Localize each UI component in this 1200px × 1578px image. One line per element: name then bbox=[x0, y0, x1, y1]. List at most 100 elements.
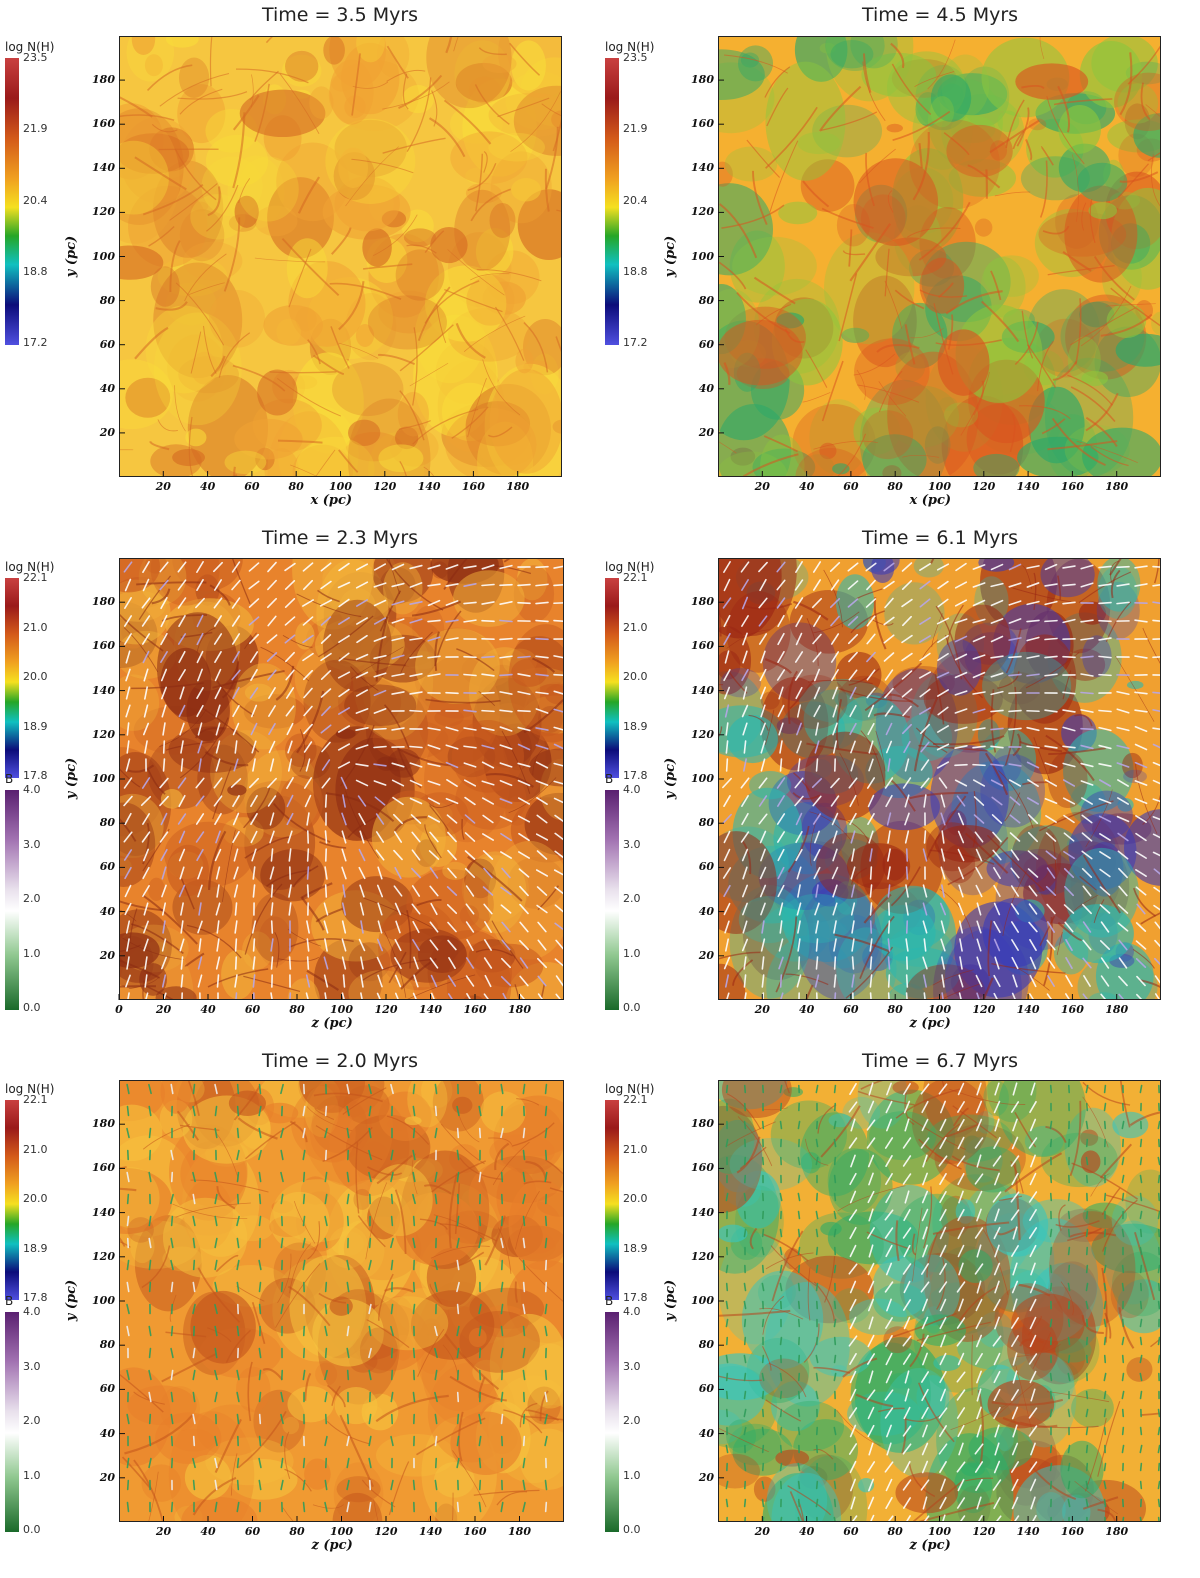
field-vector bbox=[1029, 1172, 1037, 1186]
field-vector bbox=[957, 1208, 965, 1222]
field-vector bbox=[192, 1105, 196, 1117]
x-tick-label: 20 bbox=[155, 1003, 172, 1016]
field-vector bbox=[1028, 1191, 1038, 1203]
field-vector bbox=[1011, 1406, 1019, 1420]
density-structure bbox=[263, 304, 323, 346]
field-vector bbox=[346, 1457, 350, 1469]
field-vector bbox=[445, 564, 459, 570]
field-vector bbox=[1011, 1136, 1019, 1150]
density-filament bbox=[1014, 1111, 1037, 1148]
field-vector bbox=[1067, 1192, 1071, 1202]
density-filament bbox=[1057, 85, 1070, 133]
field-vector bbox=[1157, 1228, 1160, 1238]
field-vector bbox=[427, 797, 441, 805]
density-structure bbox=[957, 1326, 1034, 1370]
field-vector bbox=[178, 650, 186, 664]
density-structure bbox=[737, 45, 774, 82]
colorbar-tick-label: 18.9 bbox=[623, 719, 648, 733]
field-vector bbox=[1103, 1390, 1107, 1400]
density-structure bbox=[243, 694, 306, 729]
density-filament bbox=[274, 931, 280, 968]
density-structure bbox=[426, 37, 512, 109]
density-filament bbox=[764, 658, 792, 674]
field-vector bbox=[975, 1100, 983, 1114]
field-vector bbox=[975, 884, 983, 898]
density-structure bbox=[120, 133, 190, 174]
field-vector bbox=[355, 763, 369, 767]
density-structure bbox=[828, 1148, 893, 1226]
field-vector bbox=[236, 1501, 240, 1513]
density-filament bbox=[510, 91, 561, 152]
field-vector bbox=[448, 957, 456, 969]
field-vector bbox=[553, 726, 563, 731]
field-vector bbox=[974, 1173, 984, 1185]
field-vector bbox=[1030, 1082, 1036, 1096]
field-vector bbox=[1026, 726, 1040, 732]
density-filament bbox=[120, 1374, 164, 1413]
density-structure bbox=[719, 1224, 748, 1243]
field-vector bbox=[522, 1237, 526, 1249]
density-filament bbox=[121, 937, 184, 960]
density-structure bbox=[854, 338, 930, 406]
colorbar-tick-label: 4.0 bbox=[23, 783, 41, 796]
field-vector bbox=[288, 902, 292, 916]
density-structure bbox=[886, 123, 903, 133]
field-vector bbox=[359, 830, 365, 844]
field-vector bbox=[1152, 619, 1160, 622]
field-vector bbox=[170, 1083, 174, 1095]
field-vector bbox=[974, 1443, 984, 1455]
density-structure bbox=[765, 61, 846, 181]
field-vector bbox=[1139, 1462, 1143, 1472]
field-vector bbox=[368, 1457, 372, 1469]
field-vector bbox=[725, 1444, 729, 1454]
field-vector bbox=[180, 920, 184, 934]
field-vector bbox=[954, 726, 968, 732]
y-tick-label: 60 bbox=[99, 337, 115, 351]
field-vector bbox=[427, 583, 441, 587]
field-vector bbox=[1116, 744, 1130, 750]
field-vector bbox=[903, 1083, 911, 1095]
density-filament bbox=[265, 37, 273, 44]
y-tick-label: 40 bbox=[99, 381, 115, 395]
x-tick-label: 120 bbox=[972, 480, 996, 493]
field-vector bbox=[1085, 1300, 1089, 1310]
density-filament bbox=[860, 730, 886, 787]
field-vector bbox=[758, 813, 768, 825]
field-vector bbox=[1152, 779, 1160, 785]
field-vector bbox=[1139, 1426, 1143, 1436]
density-filament bbox=[1071, 154, 1079, 222]
field-vector bbox=[1157, 1462, 1160, 1472]
density-filament bbox=[894, 289, 925, 310]
field-vector bbox=[901, 723, 913, 735]
density-structure bbox=[720, 668, 762, 698]
field-vector bbox=[850, 1118, 856, 1132]
density-filament bbox=[907, 227, 961, 238]
field-vector bbox=[868, 740, 874, 754]
field-vector bbox=[124, 597, 132, 609]
density-structure bbox=[464, 858, 497, 899]
field-vector bbox=[902, 1425, 912, 1437]
field-vector bbox=[478, 1127, 482, 1139]
density-filament bbox=[1014, 321, 1039, 366]
density-structure bbox=[800, 159, 855, 213]
density-filament bbox=[982, 1229, 1009, 1295]
field-vector bbox=[867, 1406, 875, 1420]
field-vector bbox=[214, 1303, 218, 1315]
field-vector bbox=[456, 1413, 460, 1425]
density-filament bbox=[950, 1404, 1008, 1431]
density-filament bbox=[1036, 340, 1054, 392]
field-vector bbox=[904, 758, 910, 772]
field-vector bbox=[1103, 1282, 1107, 1292]
field-vector bbox=[1044, 797, 1058, 805]
field-vector bbox=[517, 779, 531, 787]
field-vector bbox=[270, 956, 274, 970]
field-vector bbox=[921, 1371, 929, 1383]
field-vector bbox=[956, 1407, 966, 1419]
field-vector bbox=[346, 1413, 350, 1425]
field-vector bbox=[192, 1127, 196, 1139]
field-vector bbox=[1118, 975, 1128, 987]
field-vector bbox=[869, 938, 873, 952]
field-vector bbox=[921, 1118, 929, 1132]
density-filament bbox=[911, 1233, 917, 1256]
density-structure bbox=[1110, 1270, 1149, 1319]
